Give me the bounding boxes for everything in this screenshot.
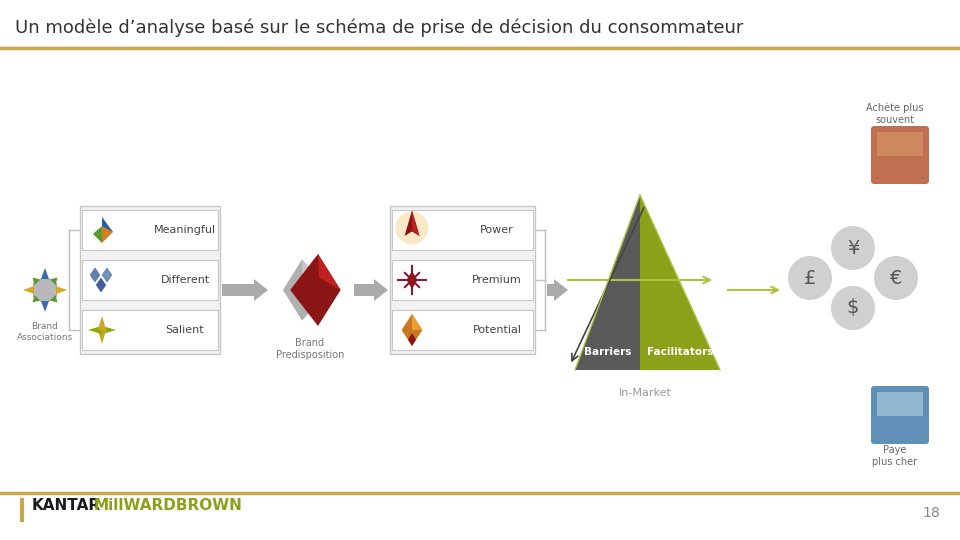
Polygon shape bbox=[98, 330, 107, 344]
Text: $: $ bbox=[847, 299, 859, 318]
Polygon shape bbox=[408, 333, 416, 346]
Polygon shape bbox=[404, 211, 420, 236]
Circle shape bbox=[788, 256, 832, 300]
Circle shape bbox=[396, 212, 428, 245]
Polygon shape bbox=[412, 211, 420, 236]
Polygon shape bbox=[401, 314, 422, 346]
Text: Meaningful: Meaningful bbox=[154, 225, 216, 235]
Polygon shape bbox=[41, 301, 49, 312]
Polygon shape bbox=[283, 259, 330, 321]
Polygon shape bbox=[102, 217, 113, 232]
Polygon shape bbox=[412, 314, 422, 330]
FancyBboxPatch shape bbox=[390, 206, 535, 354]
Polygon shape bbox=[407, 271, 418, 289]
Text: £: £ bbox=[804, 268, 816, 287]
Polygon shape bbox=[354, 279, 388, 301]
FancyBboxPatch shape bbox=[392, 260, 533, 300]
FancyBboxPatch shape bbox=[877, 132, 923, 156]
FancyBboxPatch shape bbox=[871, 126, 929, 184]
Polygon shape bbox=[88, 326, 102, 334]
FancyBboxPatch shape bbox=[82, 210, 218, 250]
Polygon shape bbox=[575, 195, 640, 370]
Polygon shape bbox=[547, 279, 568, 301]
FancyBboxPatch shape bbox=[392, 310, 533, 350]
Polygon shape bbox=[33, 295, 40, 302]
Text: Brand
Predisposition: Brand Predisposition bbox=[276, 338, 345, 360]
Polygon shape bbox=[50, 295, 58, 302]
Text: €: € bbox=[890, 268, 902, 287]
Polygon shape bbox=[98, 316, 107, 330]
Polygon shape bbox=[50, 278, 58, 285]
Text: Salient: Salient bbox=[166, 325, 204, 335]
Circle shape bbox=[831, 286, 875, 330]
Text: Different: Different bbox=[160, 275, 209, 285]
FancyBboxPatch shape bbox=[82, 260, 218, 300]
Polygon shape bbox=[102, 326, 116, 334]
FancyBboxPatch shape bbox=[80, 206, 220, 354]
FancyBboxPatch shape bbox=[871, 386, 929, 444]
Polygon shape bbox=[102, 226, 113, 243]
Text: ¥: ¥ bbox=[847, 239, 859, 258]
Text: Power: Power bbox=[480, 225, 514, 235]
Polygon shape bbox=[56, 286, 67, 294]
Polygon shape bbox=[34, 277, 57, 303]
Text: Facilitators: Facilitators bbox=[647, 347, 713, 357]
Polygon shape bbox=[640, 195, 720, 370]
Circle shape bbox=[831, 226, 875, 270]
FancyBboxPatch shape bbox=[392, 210, 533, 250]
Polygon shape bbox=[222, 279, 268, 301]
Text: Un modèle d’analyse basé sur le schéma de prise de décision du consommateur: Un modèle d’analyse basé sur le schéma d… bbox=[15, 19, 743, 37]
Circle shape bbox=[874, 256, 918, 300]
Polygon shape bbox=[318, 254, 341, 290]
Text: In-Market: In-Market bbox=[618, 388, 671, 398]
FancyBboxPatch shape bbox=[82, 310, 218, 350]
Polygon shape bbox=[41, 268, 49, 279]
Polygon shape bbox=[33, 278, 40, 285]
Text: Achète plus
souvent: Achète plus souvent bbox=[866, 102, 924, 125]
Text: Barriers: Barriers bbox=[585, 347, 632, 357]
FancyBboxPatch shape bbox=[877, 392, 923, 416]
Text: Brand
Associations: Brand Associations bbox=[17, 322, 73, 342]
Polygon shape bbox=[96, 278, 106, 292]
Text: 18: 18 bbox=[923, 506, 940, 520]
Polygon shape bbox=[290, 254, 341, 326]
Polygon shape bbox=[102, 268, 112, 282]
Polygon shape bbox=[302, 259, 330, 290]
Text: Premium: Premium bbox=[472, 275, 522, 285]
Polygon shape bbox=[23, 286, 34, 294]
Text: Potential: Potential bbox=[472, 325, 521, 335]
Text: MillWARDBROWN: MillWARDBROWN bbox=[94, 498, 243, 513]
Text: KANTAR: KANTAR bbox=[32, 498, 101, 513]
Polygon shape bbox=[90, 268, 100, 282]
Polygon shape bbox=[93, 226, 102, 243]
Text: Paye
plus cher: Paye plus cher bbox=[873, 445, 918, 468]
